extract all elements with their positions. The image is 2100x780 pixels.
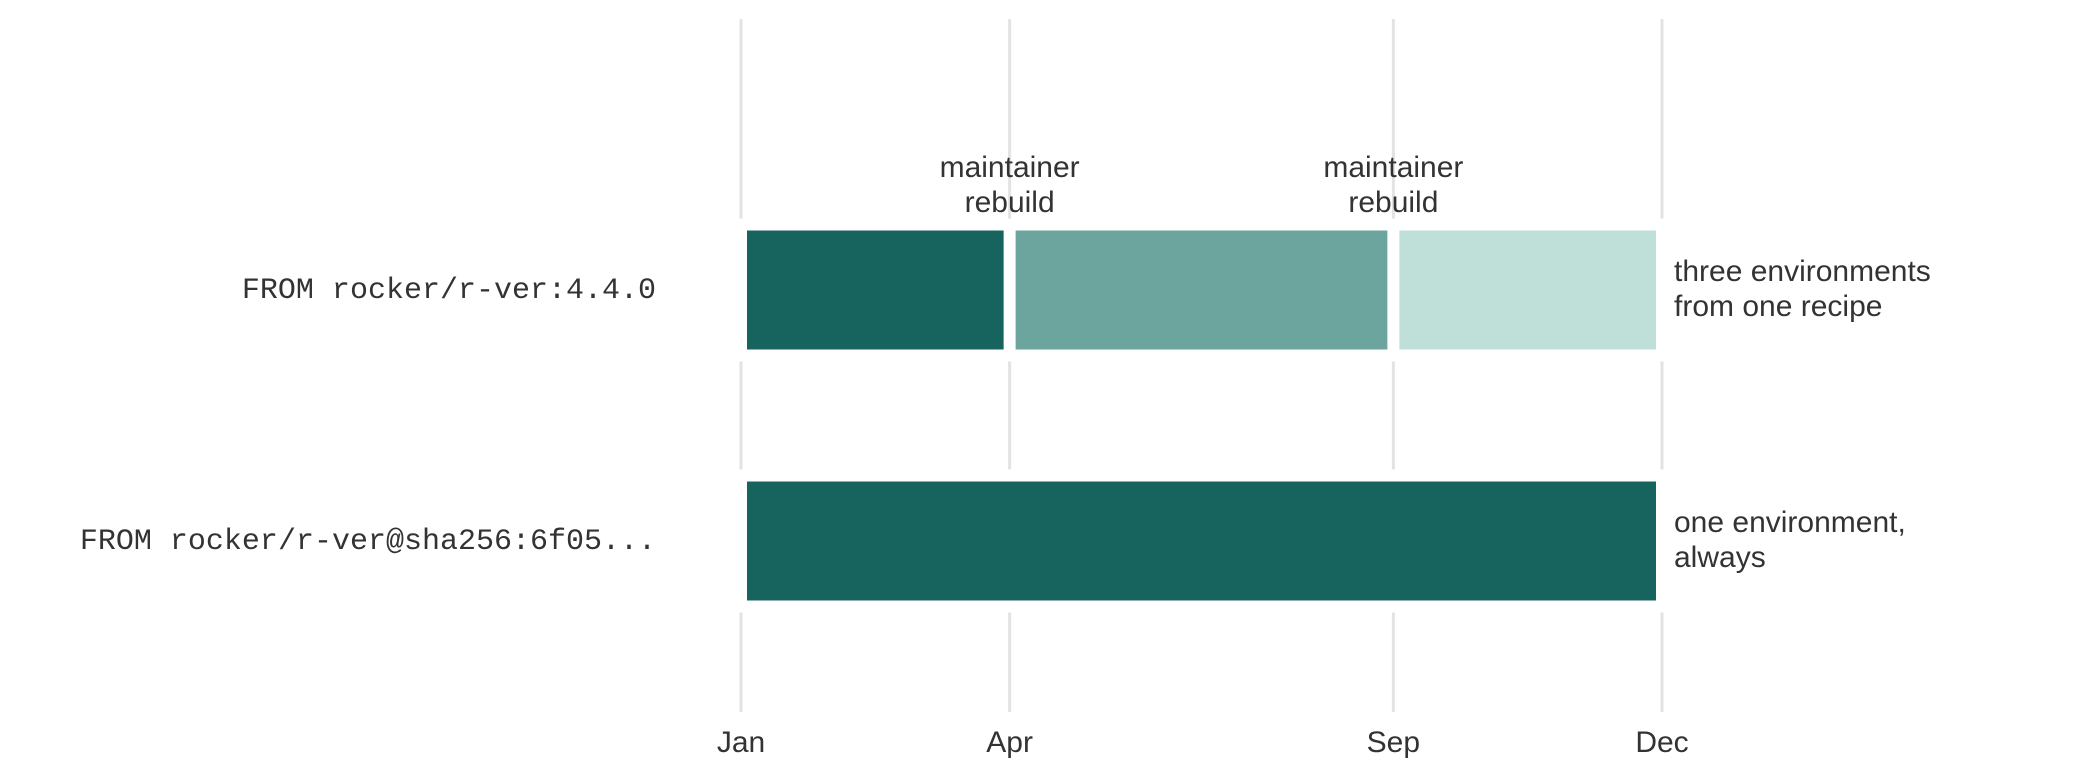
- segment-bar: [1015, 230, 1388, 350]
- row-note: always: [1674, 541, 1766, 574]
- annotation: rebuild: [965, 186, 1055, 219]
- annotation: maintainer: [1323, 151, 1463, 184]
- row-note: one environment,: [1674, 506, 1906, 539]
- row-label: FROM rocker/r-ver:4.4.0: [242, 274, 656, 308]
- x-tick-label: Sep: [1367, 726, 1420, 759]
- segment-bar: [747, 481, 1656, 601]
- x-tick-label: Jan: [717, 726, 765, 759]
- x-tick-label: Apr: [986, 726, 1033, 759]
- segment-bar: [747, 230, 1004, 350]
- annotation: rebuild: [1348, 186, 1438, 219]
- x-tick-label: Dec: [1635, 726, 1688, 759]
- annotation: maintainer: [940, 151, 1080, 184]
- row-note: from one recipe: [1674, 290, 1882, 323]
- row-label: FROM rocker/r-ver@sha256:6f05...: [80, 525, 656, 559]
- row-note: three environments: [1674, 255, 1931, 288]
- segment-bar: [1399, 230, 1656, 350]
